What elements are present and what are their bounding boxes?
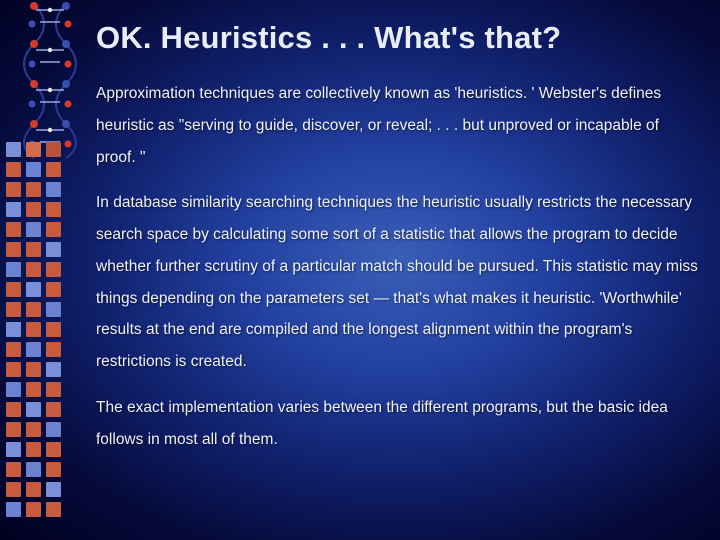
grid-square (6, 202, 21, 217)
grid-square (46, 182, 61, 197)
grid-square (6, 362, 21, 377)
slide: OK. Heuristics . . . What's that? Approx… (0, 0, 720, 540)
grid-square (26, 382, 41, 397)
grid-square (6, 222, 21, 237)
grid-square (46, 362, 61, 377)
grid-square (26, 402, 41, 417)
slide-content: OK. Heuristics . . . What's that? Approx… (96, 20, 700, 455)
left-decoration-column (0, 0, 84, 540)
grid-square (46, 282, 61, 297)
grid-square (46, 202, 61, 217)
grid-square (26, 302, 41, 317)
grid-square (6, 502, 21, 517)
grid-square (26, 502, 41, 517)
grid-square (26, 362, 41, 377)
grid-square (46, 402, 61, 417)
grid-square (6, 402, 21, 417)
grid-square (6, 242, 21, 257)
grid-square (46, 342, 61, 357)
grid-square (46, 422, 61, 437)
body-paragraph: Approximation techniques are collectivel… (96, 78, 700, 173)
grid-square (26, 202, 41, 217)
grid-square (6, 302, 21, 317)
grid-square (46, 262, 61, 277)
grid-square (26, 342, 41, 357)
grid-square (46, 502, 61, 517)
grid-square (46, 322, 61, 337)
grid-square (6, 442, 21, 457)
grid-square (6, 382, 21, 397)
grid-square (26, 242, 41, 257)
grid-square (46, 382, 61, 397)
grid-square (26, 422, 41, 437)
grid-square (6, 322, 21, 337)
grid-square (46, 482, 61, 497)
grid-square (26, 282, 41, 297)
grid-square (46, 462, 61, 477)
dna-helix-icon (20, 0, 82, 160)
grid-square (26, 442, 41, 457)
grid-square (46, 222, 61, 237)
grid-square (26, 182, 41, 197)
grid-square (46, 442, 61, 457)
body-paragraph: In database similarity searching techniq… (96, 187, 700, 378)
grid-square (6, 182, 21, 197)
grid-square (6, 282, 21, 297)
grid-square (46, 242, 61, 257)
slide-title: OK. Heuristics . . . What's that? (96, 20, 700, 56)
grid-square (26, 462, 41, 477)
grid-square (6, 262, 21, 277)
body-paragraph: The exact implementation varies between … (96, 392, 700, 456)
grid-square (6, 342, 21, 357)
grid-square (6, 462, 21, 477)
grid-square (6, 422, 21, 437)
decorative-square-grid (6, 142, 61, 517)
grid-square (6, 482, 21, 497)
grid-square (26, 262, 41, 277)
grid-square (26, 142, 41, 157)
grid-square (26, 162, 41, 177)
grid-square (46, 302, 61, 317)
grid-square (6, 142, 21, 157)
grid-square (46, 162, 61, 177)
grid-square (26, 322, 41, 337)
grid-square (6, 162, 21, 177)
grid-square (46, 142, 61, 157)
slide-body: Approximation techniques are collectivel… (96, 78, 700, 455)
grid-square (26, 222, 41, 237)
grid-square (26, 482, 41, 497)
